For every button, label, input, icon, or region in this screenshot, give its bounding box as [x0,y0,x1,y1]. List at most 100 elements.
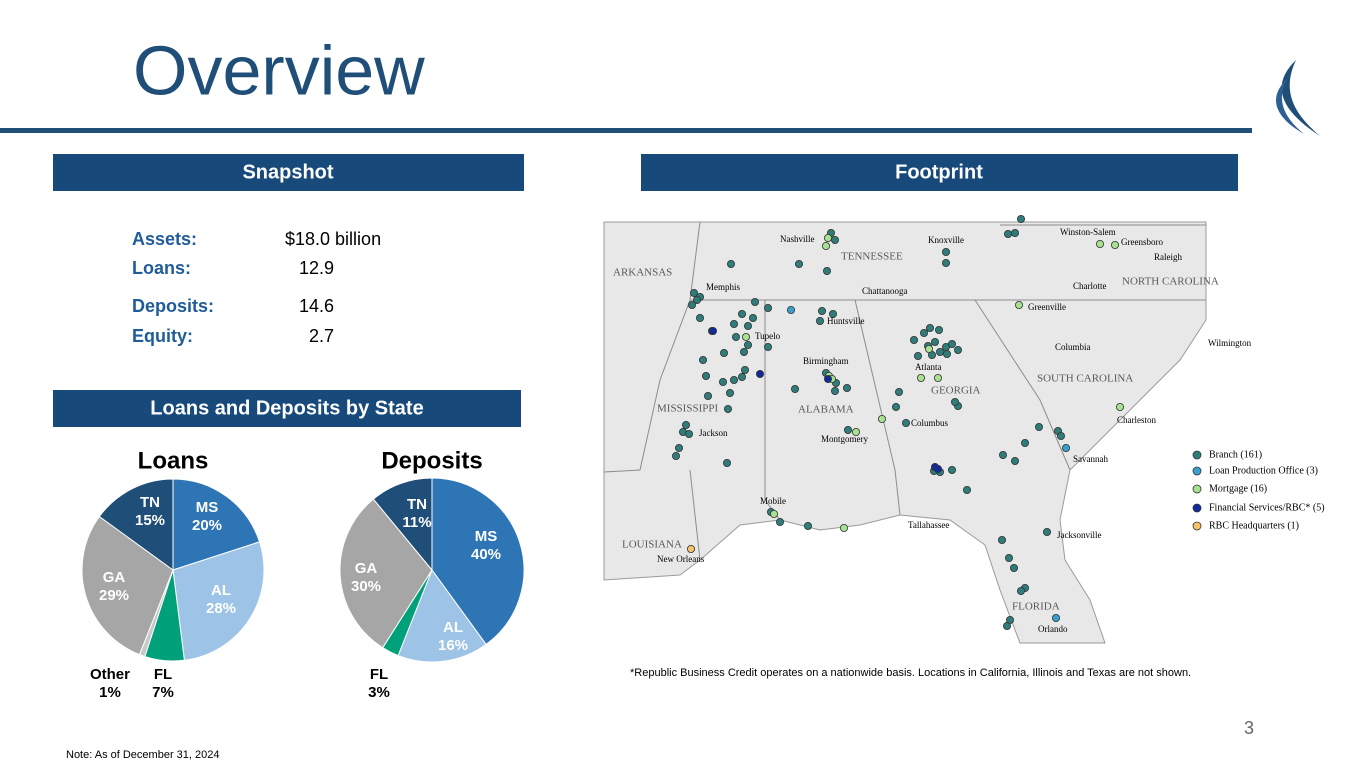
legend-marker [1192,521,1202,531]
location-dot [685,429,694,438]
legend-marker [1192,450,1202,460]
title-rule [0,128,1252,133]
location-dot [824,374,833,383]
logo [1276,60,1320,136]
location-dot [672,451,681,460]
location-dot [770,509,779,518]
legend-label: Branch (161) [1209,449,1262,460]
location-dot [948,465,957,474]
location-dot [727,259,736,268]
snapshot-value: $18.0 billion [285,229,381,249]
location-dot [999,450,1008,459]
location-dot [926,323,935,332]
location-dot [791,384,800,393]
legend-label: Loan Production Office (3) [1209,465,1318,476]
location-dot [699,355,708,364]
location-dot [1052,614,1061,623]
location-dot [687,545,696,554]
location-dot [824,233,833,242]
location-dot [751,297,760,306]
slice-category: AL [211,582,231,599]
location-dot [795,259,804,268]
state-label: FLORIDA [1012,601,1060,613]
pie-slice [372,477,433,572]
pie-slice [397,568,487,663]
location-dot [726,388,735,397]
location-dot [914,351,923,360]
location-dot [934,464,943,473]
location-dot [852,427,861,436]
state-label: SOUTH CAROLINA [1037,373,1133,385]
section-header [641,154,1238,191]
slice-value-label: 15% [135,512,165,529]
slice-category: TN [407,496,427,513]
location-dot [723,458,732,467]
location-dot [931,337,940,346]
city-label: Charlotte [1073,281,1107,291]
location-dot [688,300,697,309]
location-dot [749,313,758,322]
location-dot [942,247,951,256]
slice-category: MS [196,499,219,516]
pie-slice [81,515,174,656]
snapshot-value: 14.6 [299,296,334,316]
slice-category: MS [475,528,498,545]
location-dot [709,326,718,335]
location-dot [1005,554,1014,563]
location-dot [744,321,753,330]
slice-value-label: 29% [99,587,129,604]
section-header-text: Loans and Deposits by State [150,397,423,419]
legend-label: Financial Services/RBC* (5) [1209,502,1325,513]
state-label: ARKANSAS [613,267,672,279]
pie-slice [172,478,261,571]
legend-marker [1192,466,1202,476]
location-dot [1017,214,1026,223]
slice-value-label: 28% [206,600,236,617]
snapshot-value: 12.9 [299,258,334,278]
location-dot [744,340,753,349]
location-dot [1021,438,1030,447]
state-label: MISSISSIPPI [657,403,718,415]
location-dots [672,214,1125,631]
location-dot [878,414,887,423]
slice-value-label: 40% [471,546,501,563]
location-dot [1111,240,1120,249]
legend-label: RBC Headquarters (1) [1209,520,1299,531]
city-label: Birmingham [803,356,849,366]
location-dot [1062,443,1071,452]
location-dot [1043,528,1052,537]
slice-category: AL [443,619,463,636]
location-dot [764,342,773,351]
city-label: Savannah [1073,454,1108,464]
location-dot [917,373,926,382]
slice-category: FL [370,666,388,683]
location-dot [764,303,773,312]
location-dot [730,375,739,384]
location-dot [682,420,691,429]
location-dot [1004,229,1013,238]
state-label: ALABAMA [798,404,854,416]
legend-marker [1192,503,1202,513]
location-dot [693,295,702,304]
section-header-text: Footprint [895,161,983,183]
city-label: Wilmington [1208,338,1252,348]
legend-marker [1192,484,1202,494]
location-dot [742,332,751,341]
location-dot [732,332,741,341]
city-label: Atlanta [915,362,942,372]
city-label: New Orleans [657,554,705,564]
location-dot [738,309,747,318]
slice-value-label: 1% [99,684,121,701]
location-dot [831,386,840,395]
city-label: Montgomery [821,434,868,444]
location-dot [804,522,813,531]
location-dot [1011,228,1020,237]
location-dot [843,383,852,392]
city-label: Chattanooga [862,286,908,296]
location-dot [942,258,951,267]
location-dot [951,397,960,406]
note: Note: As of December 31, 2024 [66,749,219,761]
slice-category: FL [154,666,172,683]
location-dot [741,365,750,374]
